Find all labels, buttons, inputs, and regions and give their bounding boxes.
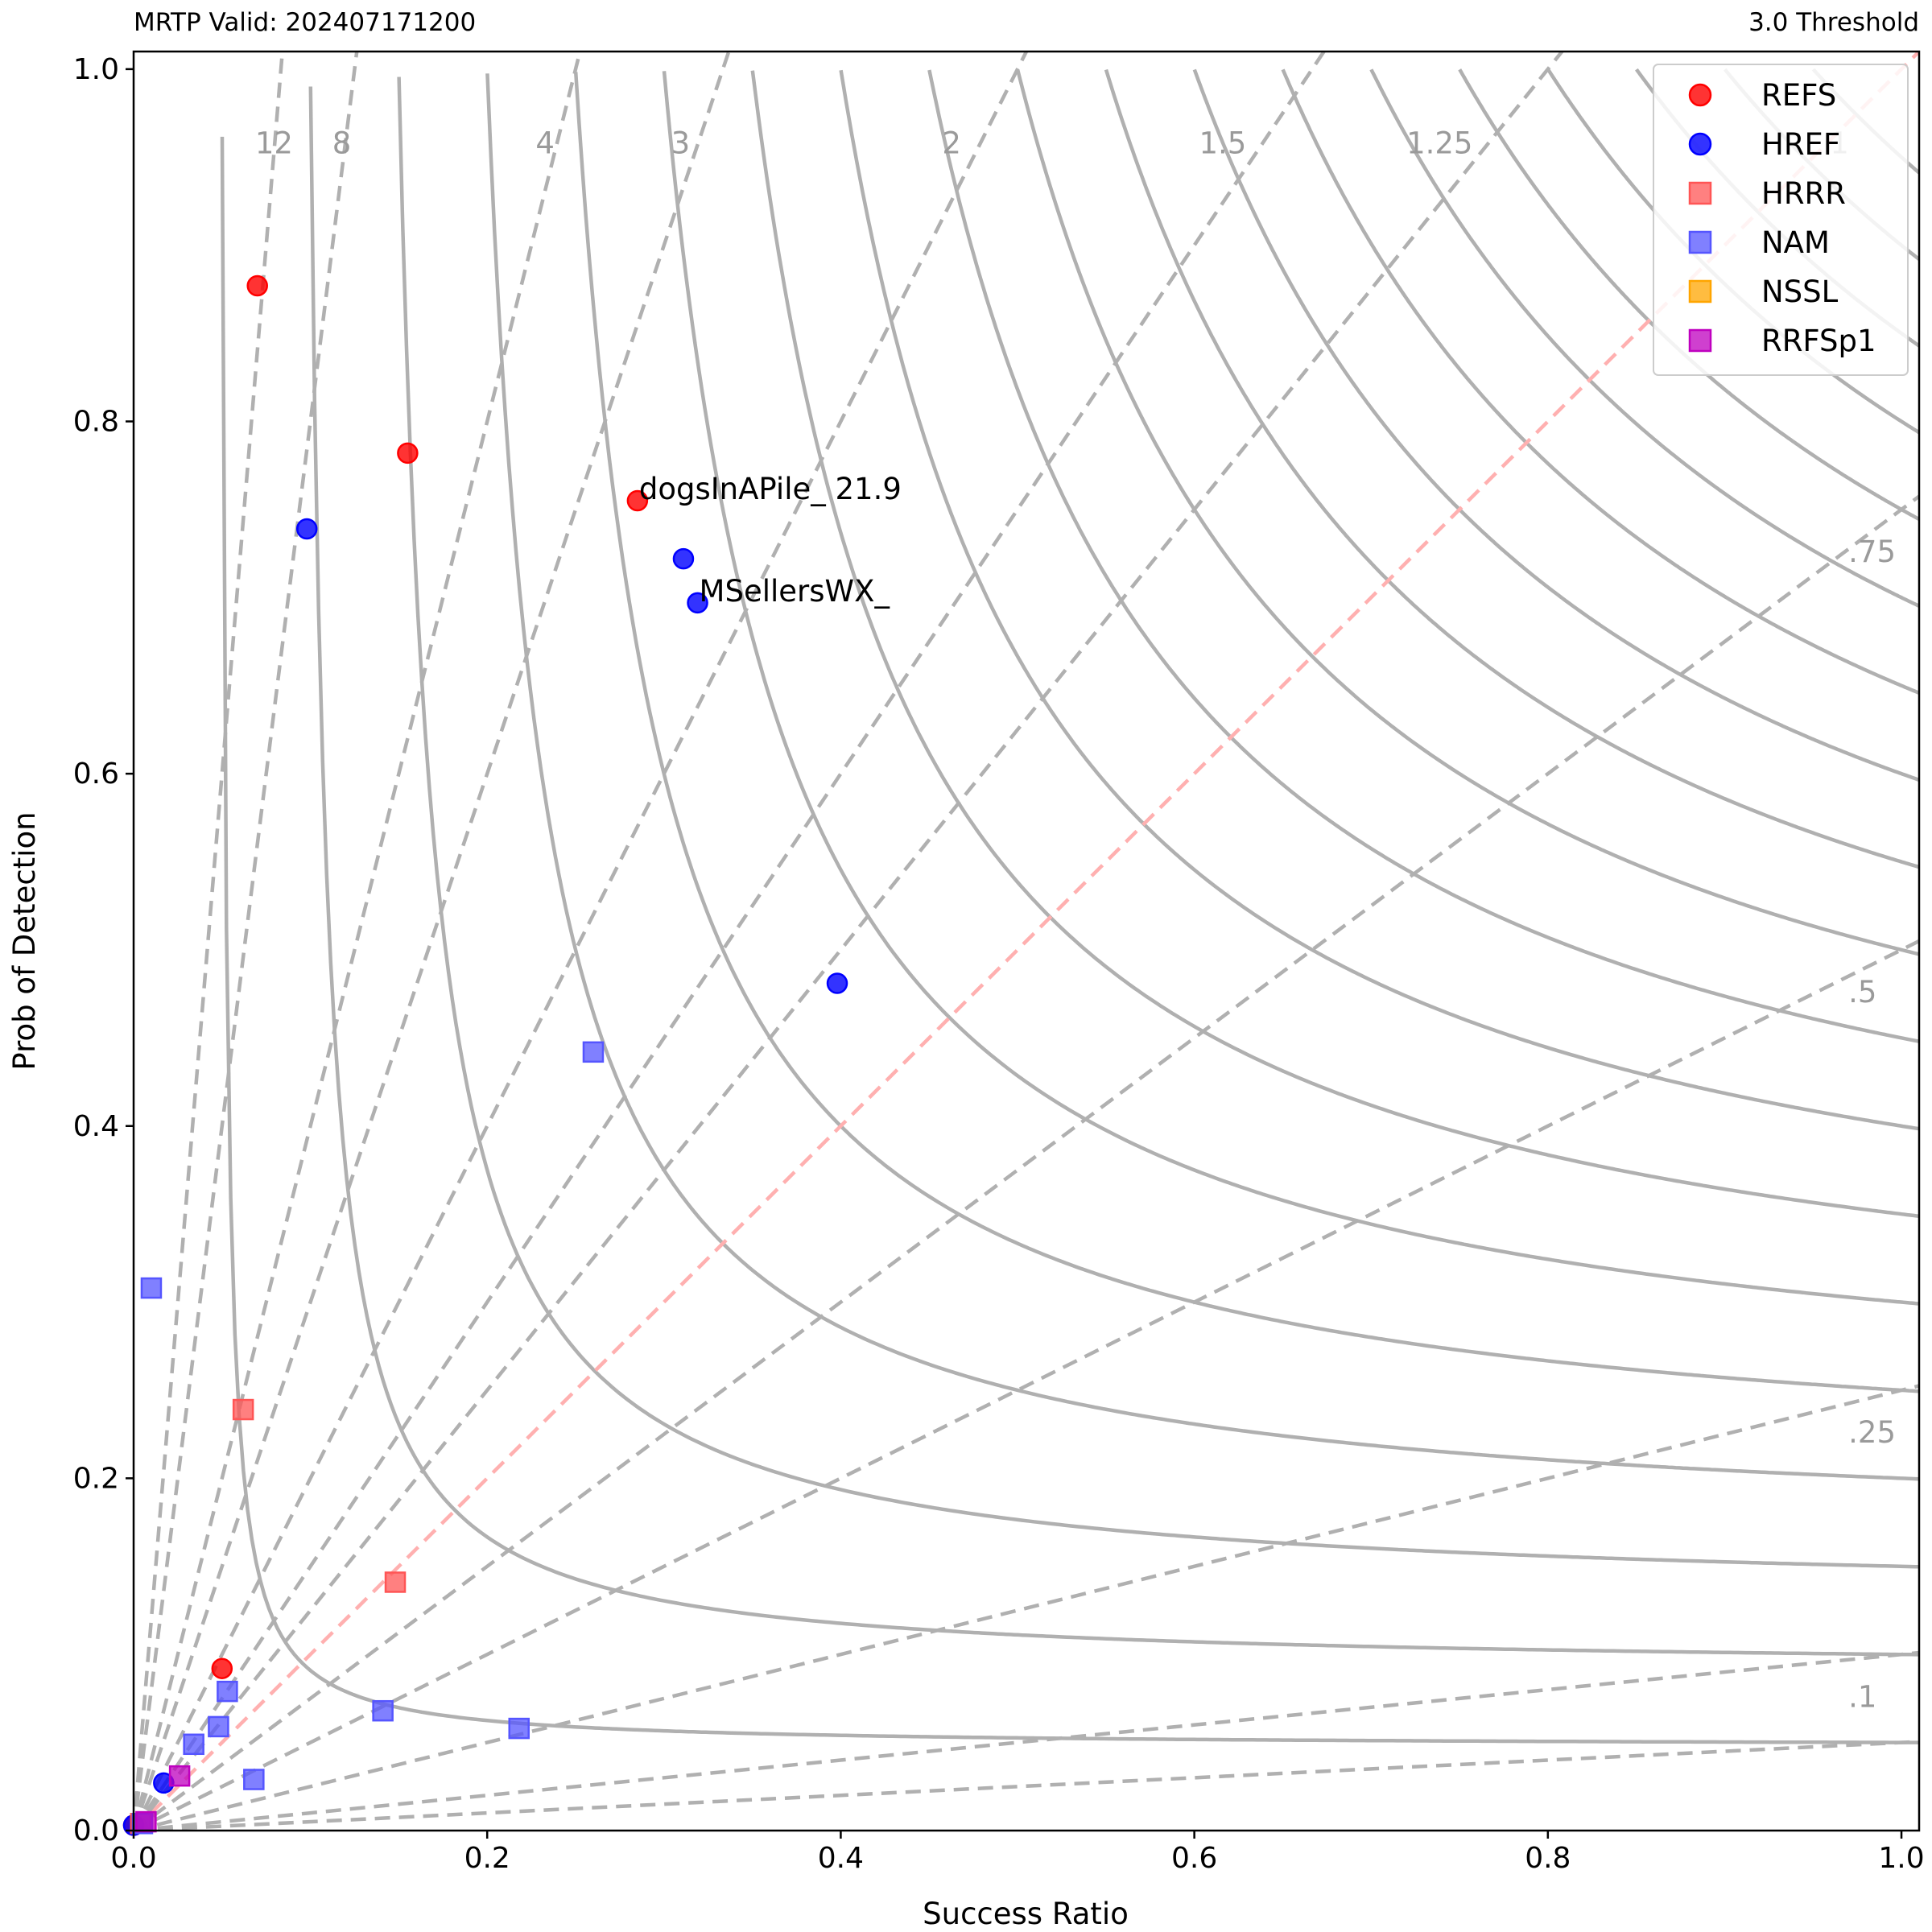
bias-label: 2 [942, 126, 961, 160]
legend-label: NSSL [1761, 275, 1839, 309]
csi-contour [1016, 69, 1919, 956]
axes: 0.0 0.2 0.4 0.6 0.8 1.0 0.0 0.2 0.4 0.6 0.8 1.0 [73, 53, 1925, 1875]
x-tick-label: 0.2 [464, 1842, 510, 1875]
bias-line [134, 1384, 1919, 1831]
point-hrrr [384, 1571, 407, 1593]
bias-label: 4 [535, 126, 555, 160]
y-tick-label: 0.2 [73, 1462, 119, 1495]
point-nam [183, 1733, 204, 1756]
point-refs [246, 275, 268, 297]
x-tick-label: 0.4 [818, 1842, 864, 1875]
point-href [295, 518, 318, 540]
x-tick-label: 0.8 [1525, 1842, 1571, 1875]
legend-marker [1688, 279, 1712, 303]
csi-contour [485, 73, 1919, 1481]
bias-lines [134, 52, 1919, 1831]
point-href [826, 972, 848, 994]
point-nam [508, 1717, 530, 1740]
csi-contour [308, 86, 1919, 1657]
csi-contour [220, 136, 1919, 1744]
header-threshold: 3.0 Threshold [1748, 8, 1919, 37]
bias-line [134, 52, 582, 1831]
csi-label: .1 [1848, 1679, 1876, 1714]
x-tick-label: 0.6 [1171, 1842, 1217, 1875]
csi-contour [662, 71, 1919, 1306]
point-rrfsp1 [168, 1765, 191, 1787]
point-refs [211, 1657, 233, 1679]
csi-label: .25 [1848, 1415, 1896, 1450]
csi-contour [927, 69, 1919, 1043]
legend-box [1653, 64, 1909, 376]
point-annotation: dogsInAPile_ 21.9 [639, 472, 902, 506]
bias-line [134, 493, 1919, 1831]
plot-frame [132, 50, 1921, 1832]
bias-line [134, 1740, 1919, 1831]
point-annotation: MSellersWX_ [700, 574, 890, 609]
csi-contours [220, 68, 1919, 1744]
csi-contour [1104, 68, 1919, 869]
point-annotations: dogsInAPile_ 21.9 MSellersWX_ [639, 472, 902, 609]
csi-label: .5 [1848, 975, 1876, 1009]
bias-label: 8 [332, 126, 352, 160]
legend-label: NAM [1761, 225, 1830, 260]
csi-contour [573, 72, 1919, 1393]
legend-marker [1688, 328, 1712, 353]
point-nam [208, 1715, 229, 1738]
point-nam [243, 1769, 265, 1790]
legend-marker [1688, 181, 1712, 205]
legend-label: HREF [1761, 127, 1840, 162]
bias-line [134, 52, 1565, 1831]
legend-label: RRFSp1 [1761, 324, 1876, 358]
csi-contour [839, 69, 1919, 1131]
point-href [687, 592, 708, 614]
bias-label: 1.5 [1199, 126, 1246, 160]
point-rrfsp1 [135, 1810, 157, 1833]
point-nam [217, 1680, 238, 1703]
header-valid-time: MRTP Valid: 202407171200 [134, 8, 476, 37]
point-nam [582, 1041, 605, 1063]
legend-label: HRRR [1761, 176, 1846, 211]
x-tick-label: 1.0 [1878, 1842, 1924, 1875]
bias-line [134, 1650, 1919, 1831]
legend-marker [1688, 83, 1712, 107]
y-tick-label: 0.4 [73, 1110, 119, 1143]
point-refs [626, 489, 649, 512]
csi-contour [1192, 68, 1919, 782]
csi-contour [1369, 68, 1919, 608]
bias-label: 3 [671, 126, 691, 160]
point-href [672, 547, 695, 570]
y-tick-label: 1.0 [73, 53, 119, 86]
legend-label: REFS [1761, 78, 1836, 113]
legend-marker [1688, 230, 1712, 254]
bias-line [134, 52, 1327, 1831]
x-axis-label: Success Ratio [923, 1897, 1129, 1931]
csi-contour [1281, 68, 1919, 695]
legend-marker [1688, 132, 1712, 156]
point-nam [140, 1277, 163, 1299]
csi-contour [750, 70, 1919, 1219]
y-tick-label: 0.8 [73, 406, 119, 439]
bias-label: 1.25 [1406, 126, 1472, 160]
point-refs [397, 442, 419, 464]
bias-label: 12 [255, 126, 293, 160]
csi-label: .75 [1848, 535, 1896, 569]
legend: REFS HREF HRRR NAM NSSL RRFSp1 [1653, 64, 1909, 376]
point-hrrr [232, 1398, 254, 1421]
y-axis-label: Prob of Detection [7, 811, 42, 1070]
csi-contour [397, 76, 1919, 1569]
bias-line [134, 52, 731, 1831]
point-nam [372, 1699, 394, 1722]
y-tick-label: 0.6 [73, 758, 119, 791]
y-tick-label: 0.0 [73, 1814, 119, 1847]
x-tick-label: 0.0 [110, 1842, 156, 1875]
bias-line [134, 939, 1919, 1831]
